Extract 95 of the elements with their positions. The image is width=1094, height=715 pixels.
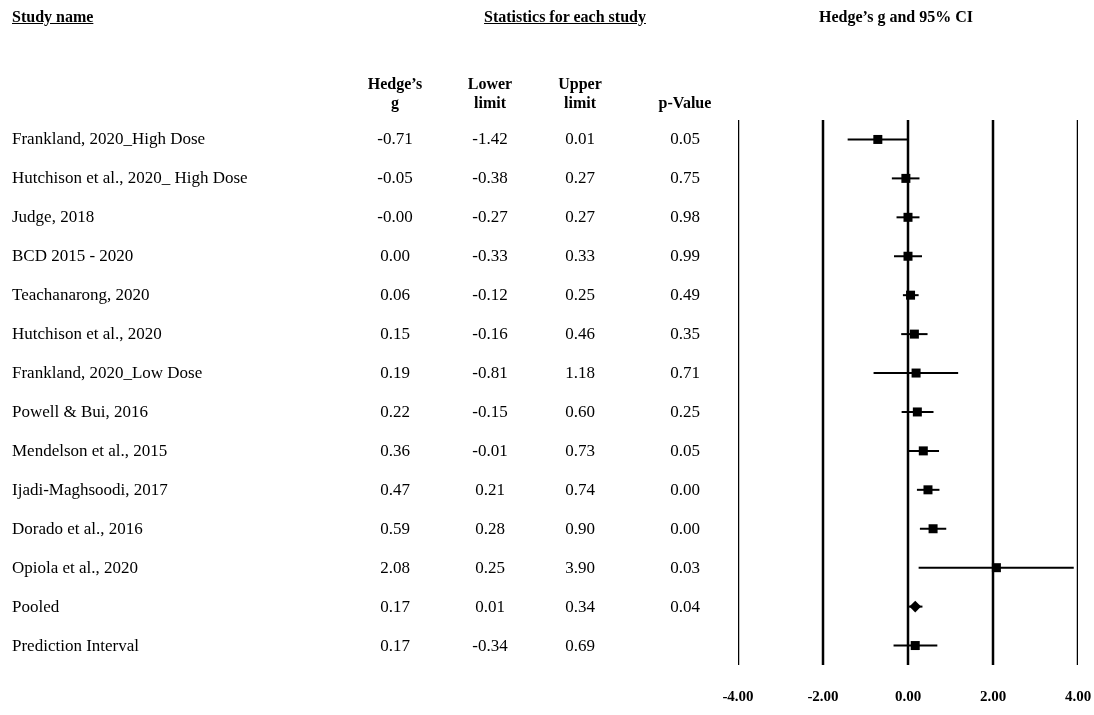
category-label: Prediction Interval [12, 635, 139, 655]
category-label: Upper limit [557, 74, 603, 112]
text: 0.15 [380, 324, 410, 344]
point [903, 212, 913, 222]
text: -0.12 [472, 285, 508, 305]
text: -1.42 [472, 129, 508, 149]
point [911, 368, 921, 378]
category-label: Teachanarong, 2020 [12, 285, 150, 305]
x-tick-label: -4.00 [722, 688, 754, 704]
text: 0.06 [380, 285, 410, 305]
text: 0.69 [565, 635, 595, 655]
text: 0.73 [565, 440, 595, 460]
point [903, 251, 913, 261]
text: -0.16 [472, 324, 508, 344]
text: -0.38 [472, 168, 508, 188]
text: 0.01 [565, 129, 595, 149]
text: 0.00 [380, 246, 410, 266]
category-label: p-Value [657, 93, 713, 112]
point [906, 290, 916, 300]
text: 0.05 [670, 129, 700, 149]
point [991, 563, 1001, 573]
text: 0.05 [670, 440, 700, 460]
text: 0.46 [565, 324, 595, 344]
category-label: Opiola et al., 2020 [12, 557, 139, 577]
text: 2.08 [380, 557, 410, 577]
text: 0.22 [380, 401, 410, 421]
text: 0.03 [670, 557, 700, 577]
text: 0.36 [380, 440, 410, 460]
text: 0.25 [565, 285, 595, 305]
text: -0.15 [472, 401, 508, 421]
x-tick-label: -2.00 [807, 688, 839, 704]
text: 0.21 [475, 479, 505, 499]
text: 0.99 [670, 246, 700, 266]
text: Study name [12, 8, 94, 26]
text: -0.71 [377, 129, 413, 149]
text: 3.90 [565, 557, 595, 577]
category-label: Hedge’s g [366, 74, 424, 112]
text: 0.25 [475, 557, 505, 577]
category-label: Mendelson et al., 2015 [12, 440, 168, 460]
point [928, 524, 938, 534]
text: -0.05 [377, 168, 413, 188]
point [901, 173, 911, 183]
text: 0.00 [670, 479, 700, 499]
text: -0.34 [472, 635, 508, 655]
text: 0.01 [475, 596, 505, 616]
point [909, 600, 922, 613]
text: -0.27 [472, 207, 508, 227]
text: -0.01 [472, 440, 508, 460]
text: 0.27 [565, 168, 595, 188]
text: -0.33 [472, 246, 508, 266]
text: 0.28 [475, 518, 505, 538]
text: 0.75 [670, 168, 700, 188]
text: 0.04 [670, 596, 700, 616]
category-label: Powell & Bui, 2016 [12, 401, 149, 421]
x-tick-label: 2.00 [979, 688, 1007, 704]
point [912, 407, 922, 417]
text: 0.35 [670, 324, 700, 344]
text: 0.47 [380, 479, 410, 499]
category-label: Pooled [12, 596, 60, 616]
point [873, 134, 883, 144]
x-tick-label: 0.00 [894, 688, 922, 704]
text: 0.33 [565, 246, 595, 266]
text: 0.90 [565, 518, 595, 538]
text: -0.00 [377, 207, 413, 227]
point [923, 485, 933, 495]
text: 0.17 [380, 635, 410, 655]
text: Statistics for each study [484, 8, 646, 26]
category-label: Ijadi-Maghsoodi, 2017 [12, 479, 168, 499]
category-label: Frankland, 2020_Low Dose [12, 363, 203, 383]
text: 0.25 [670, 401, 700, 421]
text: 0.27 [565, 207, 595, 227]
text: 0.17 [380, 596, 410, 616]
category-label: Lower limit [466, 74, 514, 112]
text: 1.18 [565, 363, 595, 383]
category-label: Frankland, 2020_High Dose [12, 129, 206, 149]
chart-title: Hedge’s g and 95% CI [818, 7, 974, 26]
text: 0.49 [670, 285, 700, 305]
text: 0.00 [670, 518, 700, 538]
category-label: Dorado et al., 2016 [12, 518, 143, 538]
category-label: Hutchison et al., 2020_ High Dose [12, 168, 248, 188]
point [909, 329, 919, 339]
category-label: BCD 2015 - 2020 [12, 246, 134, 266]
text: 0.19 [380, 363, 410, 383]
text: 0.59 [380, 518, 410, 538]
point [910, 641, 920, 651]
text: 0.71 [670, 363, 700, 383]
category-label: Judge, 2018 [12, 207, 95, 227]
text: 0.34 [565, 596, 595, 616]
x-tick-label: 4.00 [1064, 688, 1092, 704]
text: 0.74 [565, 479, 595, 499]
text: 0.98 [670, 207, 700, 227]
category-label: Hutchison et al., 2020 [12, 324, 162, 344]
text: 0.60 [565, 401, 595, 421]
point [918, 446, 928, 456]
text: -0.81 [472, 363, 508, 383]
